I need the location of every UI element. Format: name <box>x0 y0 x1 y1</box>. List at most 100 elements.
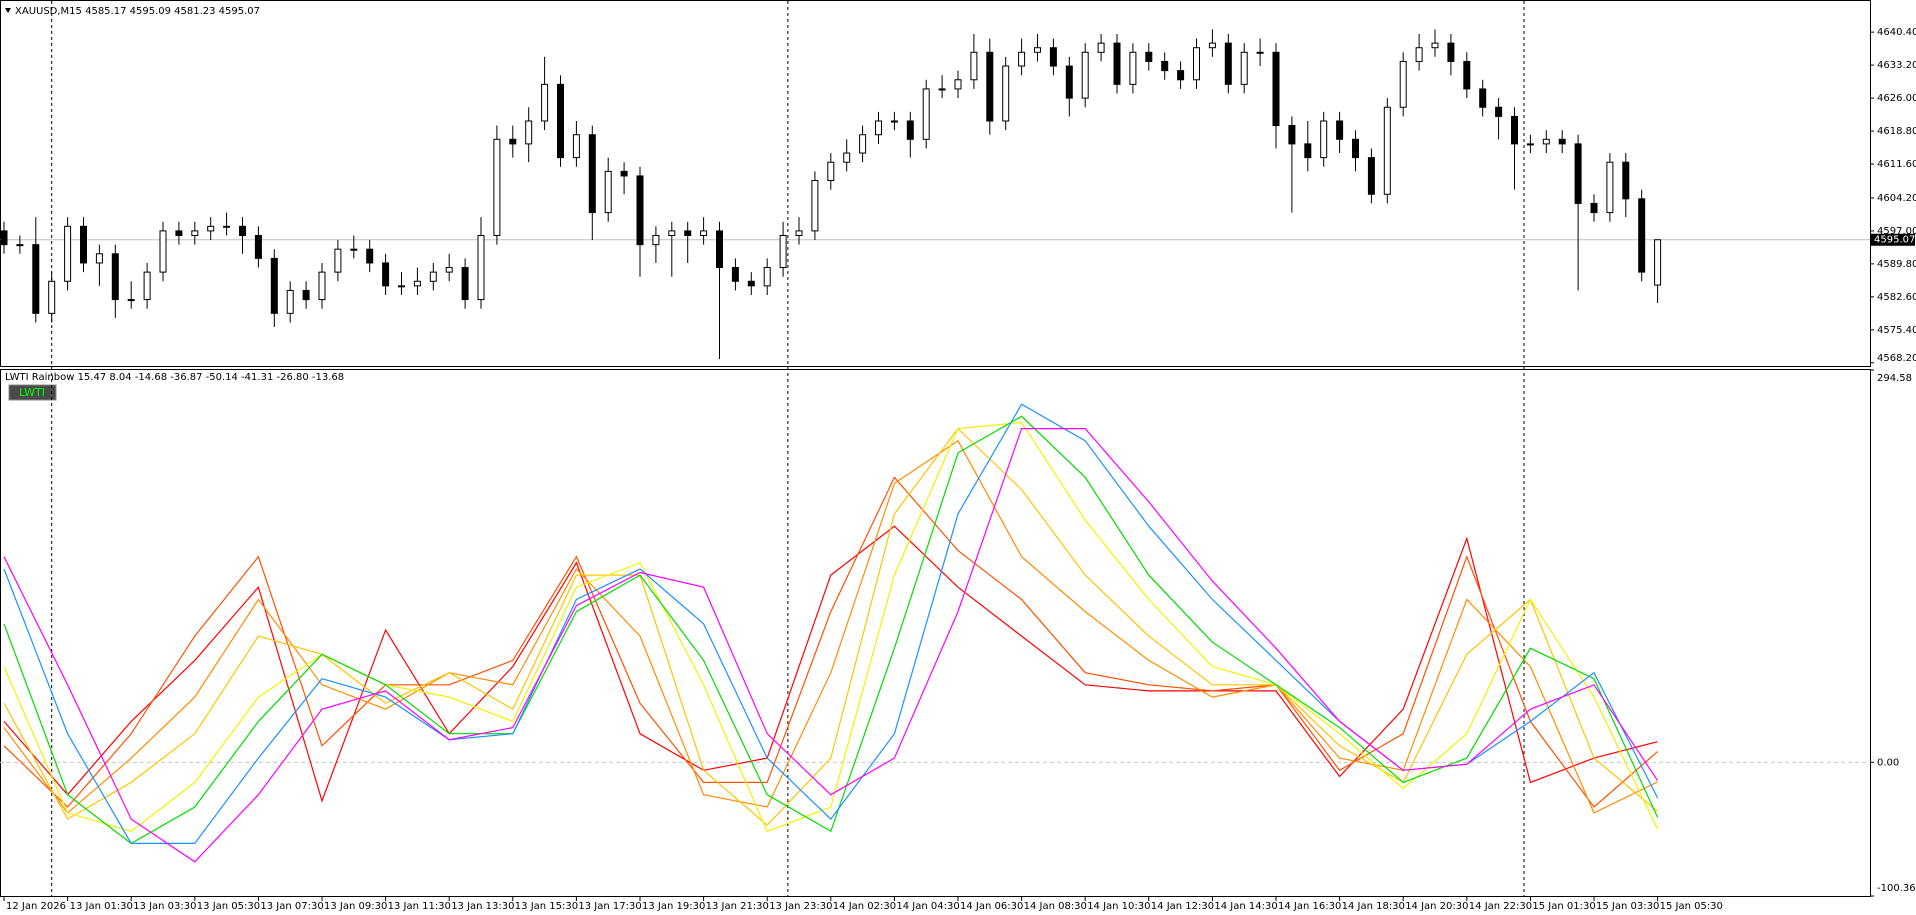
rainbow-line <box>3 439 1658 814</box>
candle-body <box>48 280 56 314</box>
y-tick-label: 4589.80 <box>1877 259 1916 270</box>
candle-body <box>747 280 755 287</box>
x-tick-label: 12 Jan 2026 <box>6 901 66 912</box>
x-tick-label: 15 Jan 05:30 <box>1660 901 1723 912</box>
candle-body <box>716 230 723 269</box>
indicator-panel-frame <box>0 369 1871 897</box>
candle-body <box>843 152 851 163</box>
x-tick-label: 14 Jan 06:30 <box>960 901 1023 912</box>
candle-body <box>350 248 358 251</box>
candle-body <box>413 280 421 287</box>
y-tick-label: 0.00 <box>1877 757 1899 768</box>
candle-body <box>684 230 692 236</box>
candle-body <box>0 230 8 246</box>
y-tick-label: 4611.60 <box>1877 159 1916 170</box>
candle-body <box>270 257 278 314</box>
x-tick-label: 14 Jan 14:30 <box>1214 901 1277 912</box>
candle-body <box>525 120 533 145</box>
candle-body <box>875 120 882 136</box>
candle-body <box>1367 157 1375 195</box>
x-tick-label: 13 Jan 05:30 <box>197 901 260 912</box>
candle-body <box>207 225 215 232</box>
x-tick-label: 14 Jan 08:30 <box>1024 901 1087 912</box>
candle-body <box>1558 138 1566 145</box>
candle-body <box>445 267 453 273</box>
candle-body <box>1002 65 1010 122</box>
candle-body <box>32 244 40 314</box>
y-tick-label: 4568.20 <box>1877 353 1916 364</box>
y-tick-label: 4604.20 <box>1877 193 1916 204</box>
candle-body <box>890 120 898 123</box>
candle-body <box>1113 42 1121 85</box>
candle-body <box>1574 143 1582 204</box>
candle-body <box>382 262 390 287</box>
candle-body <box>1415 47 1423 62</box>
menu-triangle[interactable] <box>5 8 11 13</box>
candle-body <box>16 244 24 247</box>
x-tick-label: 14 Jan 18:30 <box>1342 901 1405 912</box>
candle-body <box>1399 60 1407 108</box>
candle-body <box>493 138 501 236</box>
candle-body <box>779 234 787 269</box>
rainbow-line <box>3 525 1658 803</box>
x-tick-label: 13 Jan 03:30 <box>133 901 196 912</box>
candle-body <box>1049 47 1057 67</box>
candle-body <box>652 234 660 246</box>
candle-body <box>334 248 342 273</box>
indicator-button-label[interactable]: LWTI <box>19 386 45 399</box>
candle-body <box>938 88 946 91</box>
candle-body <box>572 134 580 159</box>
candle-body <box>1590 202 1598 214</box>
candle-body <box>175 230 183 236</box>
candle-body <box>763 267 771 287</box>
candle-body <box>1065 65 1073 99</box>
candle-body <box>1208 42 1216 49</box>
candle-body <box>1240 51 1248 85</box>
candle-body <box>302 289 310 301</box>
candle-body <box>1336 120 1344 140</box>
candle-body <box>80 225 87 264</box>
candle-body <box>1622 161 1630 200</box>
candle-body <box>254 234 262 259</box>
candle-body <box>1129 51 1137 85</box>
candle-body <box>143 271 151 301</box>
candle-body <box>191 230 199 236</box>
candle-body <box>700 230 708 236</box>
y-tick-label: 4640.40 <box>1877 27 1916 38</box>
candle-body <box>398 285 405 288</box>
x-tick-label: 14 Jan 16:30 <box>1278 901 1341 912</box>
candle-body <box>1463 60 1471 90</box>
candle-body <box>906 120 914 140</box>
x-tick-label: 13 Jan 07:30 <box>260 901 323 912</box>
price-panel-frame <box>0 0 1871 367</box>
candle-body <box>827 161 835 182</box>
rainbow-line <box>3 421 1659 833</box>
candle-body <box>970 51 978 81</box>
indicator-title: LWTI Rainbow 15.47 8.04 -14.68 -36.87 -5… <box>5 372 344 383</box>
x-tick-label: 13 Jan 11:30 <box>388 901 451 912</box>
y-tick-label: 4626.00 <box>1877 93 1916 104</box>
candle-body <box>1542 138 1550 145</box>
candle-body <box>1383 106 1391 195</box>
candle-body <box>1511 115 1518 145</box>
last-price-box <box>1871 233 1915 246</box>
candle-body <box>286 289 294 314</box>
candle-body <box>1272 51 1280 127</box>
x-tick-label: 13 Jan 17:30 <box>578 901 641 912</box>
last-price-label: 4595.07 <box>1874 235 1915 246</box>
candle-body <box>954 79 962 90</box>
candle-body <box>223 225 231 228</box>
candle-body <box>1495 106 1503 117</box>
candle-body <box>477 234 485 301</box>
y-tick-label: 294.58 <box>1877 373 1912 384</box>
rainbow-line <box>3 428 1659 863</box>
candle-body <box>541 83 549 122</box>
candle-body <box>1431 42 1439 49</box>
x-tick-label: 13 Jan 13:30 <box>451 901 514 912</box>
candle-body <box>318 271 326 301</box>
candle-body <box>1526 143 1534 146</box>
indicator-button[interactable] <box>8 384 57 401</box>
candle-body <box>922 88 930 140</box>
candle-body <box>1606 161 1614 214</box>
